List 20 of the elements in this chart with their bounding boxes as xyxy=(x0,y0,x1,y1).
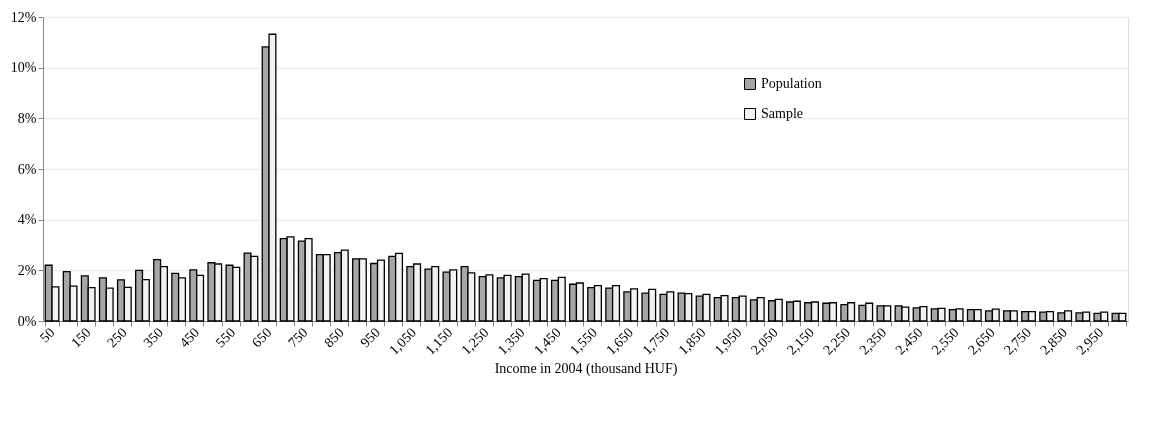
y-tick-label: 6% xyxy=(17,161,37,177)
x-tick-label: 550 xyxy=(212,324,239,351)
y-tick-label: 4% xyxy=(17,212,37,228)
x-tick-label: 350 xyxy=(140,324,166,351)
y-tick-label: 0% xyxy=(17,313,37,329)
x-tick-label: 650 xyxy=(249,324,275,351)
x-tick-label: 250 xyxy=(104,324,130,351)
x-tick-label: 850 xyxy=(321,324,347,351)
x-axis-title: Income in 2004 (thousand HUF) xyxy=(494,360,678,377)
y-tick-label: 8% xyxy=(17,110,37,126)
x-tick-label: 150 xyxy=(68,324,94,351)
y-tick-label: 12% xyxy=(10,9,37,25)
legend-label: Sample xyxy=(761,106,803,121)
x-tick-label: 950 xyxy=(357,324,383,351)
x-tick-label: 450 xyxy=(176,324,203,351)
y-tick-label: 2% xyxy=(17,262,37,278)
x-tick-label: 750 xyxy=(285,324,311,351)
x-tick-label: 50 xyxy=(36,324,58,346)
y-tick-label: 10% xyxy=(10,60,37,76)
legend-label: Population xyxy=(761,76,822,91)
